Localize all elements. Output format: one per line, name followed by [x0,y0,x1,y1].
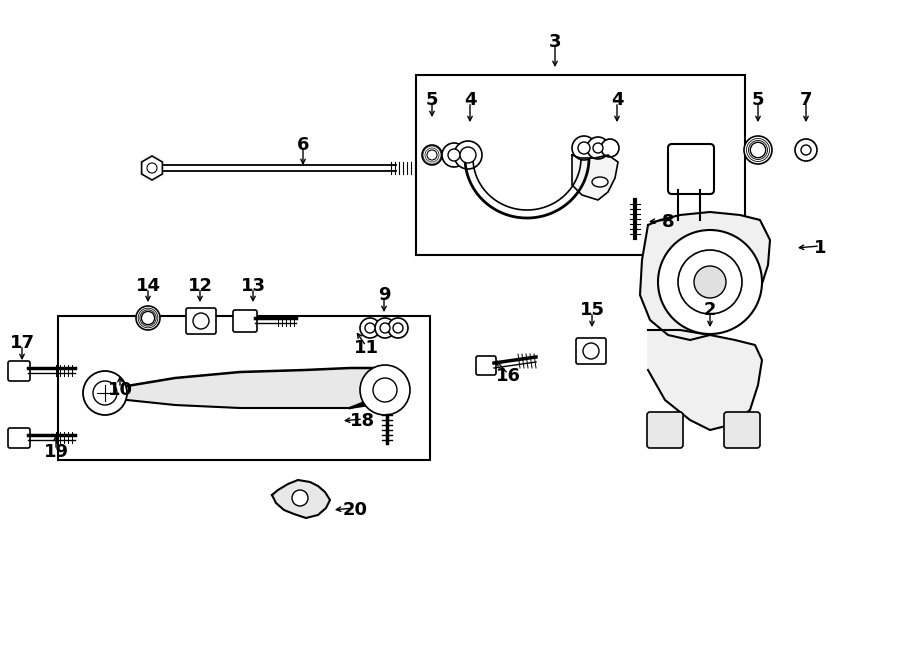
FancyBboxPatch shape [8,428,30,448]
Text: 17: 17 [10,334,34,352]
Circle shape [360,318,380,338]
Text: 4: 4 [464,91,476,109]
Bar [58,316,430,460]
FancyBboxPatch shape [476,356,496,375]
FancyBboxPatch shape [647,412,683,448]
Polygon shape [572,155,618,200]
Text: 3: 3 [549,33,562,51]
Circle shape [593,143,603,153]
Text: 18: 18 [350,412,375,430]
Ellipse shape [592,177,608,187]
FancyBboxPatch shape [576,338,606,364]
Circle shape [678,250,742,314]
Circle shape [422,145,442,165]
Text: 16: 16 [496,367,520,385]
Circle shape [83,371,127,415]
Text: 12: 12 [187,277,212,295]
Circle shape [141,311,155,325]
Circle shape [601,139,619,157]
FancyBboxPatch shape [233,310,257,332]
Polygon shape [127,368,390,408]
Text: 7: 7 [800,91,812,109]
Circle shape [380,323,390,333]
Circle shape [147,163,157,173]
Circle shape [744,136,772,164]
Circle shape [292,490,308,506]
Circle shape [578,142,590,154]
Circle shape [427,150,437,160]
Circle shape [442,143,466,167]
Text: 19: 19 [43,443,68,461]
Text: 8: 8 [662,213,674,231]
FancyBboxPatch shape [8,361,30,381]
Text: 5: 5 [752,91,764,109]
FancyBboxPatch shape [186,308,216,334]
Circle shape [454,141,482,169]
Text: 4: 4 [611,91,623,109]
Circle shape [795,139,817,161]
Circle shape [360,365,410,415]
Polygon shape [272,480,330,518]
Circle shape [572,136,596,160]
FancyBboxPatch shape [724,412,760,448]
Circle shape [375,318,395,338]
Circle shape [460,147,476,163]
Circle shape [93,381,117,405]
Circle shape [658,230,762,334]
Text: 1: 1 [814,239,826,257]
Bar [416,75,745,255]
Text: 9: 9 [378,286,391,304]
Polygon shape [640,212,770,340]
Circle shape [365,323,375,333]
Text: 14: 14 [136,277,160,295]
Text: 10: 10 [107,381,132,399]
Circle shape [373,378,397,402]
Circle shape [583,343,599,359]
Text: 5: 5 [426,91,438,109]
Circle shape [193,313,209,329]
Text: 2: 2 [704,301,716,319]
Circle shape [751,142,766,158]
Circle shape [694,266,726,298]
Circle shape [587,137,609,159]
FancyBboxPatch shape [668,144,714,194]
Text: 13: 13 [240,277,266,295]
Polygon shape [648,330,762,430]
Circle shape [393,323,403,333]
Circle shape [388,318,408,338]
Circle shape [136,306,160,330]
Circle shape [448,149,460,161]
Text: 15: 15 [580,301,605,319]
Text: 20: 20 [343,501,367,519]
Text: 11: 11 [354,339,379,357]
Circle shape [801,145,811,155]
Text: 6: 6 [297,136,310,154]
